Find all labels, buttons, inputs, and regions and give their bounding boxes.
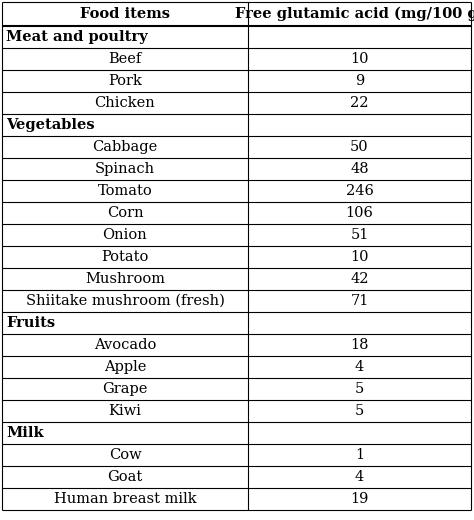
Text: Chicken: Chicken [95,96,155,110]
Text: Avocado: Avocado [94,338,156,352]
Text: 246: 246 [346,184,374,198]
Text: Milk: Milk [6,426,44,440]
Text: Meat and poultry: Meat and poultry [6,30,147,44]
Text: Cow: Cow [109,448,141,462]
Text: Vegetables: Vegetables [6,118,95,132]
Text: Kiwi: Kiwi [109,404,142,418]
Text: Human breast milk: Human breast milk [54,492,196,506]
Text: Free glutamic acid (mg/100 g): Free glutamic acid (mg/100 g) [235,7,474,21]
Text: Fruits: Fruits [6,316,55,330]
Text: Corn: Corn [107,206,143,220]
Text: Tomato: Tomato [98,184,152,198]
Text: Spinach: Spinach [95,162,155,176]
Text: Onion: Onion [103,228,147,242]
Text: Goat: Goat [108,470,143,484]
Text: Food items: Food items [80,7,170,21]
Text: 48: 48 [350,162,369,176]
Text: Beef: Beef [109,52,142,66]
Text: Apple: Apple [104,360,146,374]
Text: 10: 10 [350,52,369,66]
Text: 18: 18 [350,338,369,352]
Text: 9: 9 [355,74,364,88]
Text: 50: 50 [350,140,369,154]
Text: 4: 4 [355,360,364,374]
Text: 42: 42 [350,272,369,286]
Text: Pork: Pork [108,74,142,88]
Text: Mushroom: Mushroom [85,272,165,286]
Text: 22: 22 [350,96,369,110]
Text: 5: 5 [355,382,364,396]
Text: 10: 10 [350,250,369,264]
Text: 106: 106 [346,206,374,220]
Text: 51: 51 [350,228,369,242]
Text: Shiitake mushroom (fresh): Shiitake mushroom (fresh) [26,294,224,308]
Text: 5: 5 [355,404,364,418]
Text: Grape: Grape [102,382,148,396]
Text: Cabbage: Cabbage [92,140,158,154]
Text: Potato: Potato [101,250,149,264]
Text: 4: 4 [355,470,364,484]
Text: 71: 71 [350,294,369,308]
Text: 1: 1 [355,448,364,462]
Text: 19: 19 [350,492,369,506]
